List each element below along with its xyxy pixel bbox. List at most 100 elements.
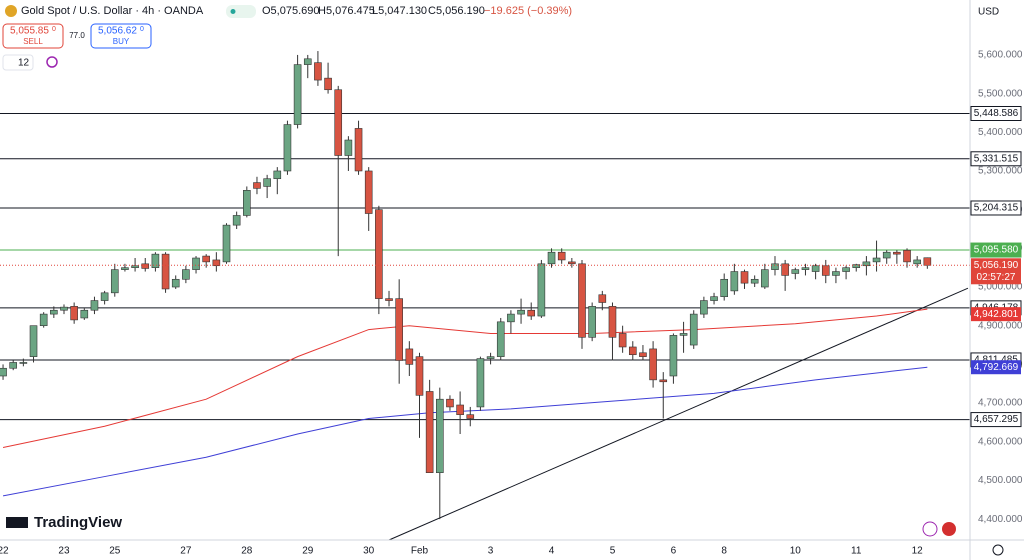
candle-body (750, 278, 759, 284)
plot (0, 51, 970, 541)
candle-body (669, 335, 678, 377)
last-price-label: 5,056.190 (974, 260, 1019, 271)
candle-body (446, 398, 454, 408)
candle-body (618, 333, 627, 348)
sell-button[interactable] (2, 23, 64, 49)
candle-body (720, 278, 728, 297)
y-tick-label: 4,700.000 (978, 398, 1023, 409)
x-tick-label: 12 (912, 546, 924, 557)
candle-body (811, 265, 820, 272)
ohlc-low: L5,047.130 (372, 5, 427, 17)
candle-body (141, 263, 150, 269)
candle-body (791, 269, 800, 274)
candle-body (29, 325, 38, 357)
y-tick-label: 5,500.000 (978, 88, 1023, 99)
candle-body (882, 251, 891, 259)
x-tick-label: 8 (721, 546, 727, 557)
candle-body (70, 306, 78, 321)
candle-body (9, 362, 18, 369)
candle-body (923, 257, 932, 266)
y-tick-label: 4,600.000 (978, 436, 1023, 447)
candle-body (110, 269, 119, 294)
level-label: 5,331.515 (974, 153, 1019, 164)
x-tick-label: 4 (549, 546, 555, 557)
candle-body (273, 170, 282, 180)
sync-icon[interactable] (46, 56, 58, 68)
candle-body (893, 251, 901, 255)
candle-body (557, 251, 566, 261)
settings-icon[interactable] (992, 544, 1004, 556)
x-tick-label: 27 (180, 546, 192, 557)
candle-body (547, 251, 556, 265)
candle-body (405, 348, 414, 365)
candle-body (303, 58, 312, 65)
candle-body (710, 296, 718, 301)
candle-body (161, 253, 170, 290)
ohlc-open: O5,075.690 (262, 5, 320, 17)
candle-body (293, 64, 302, 125)
candle-body (852, 264, 861, 268)
candle-body (364, 170, 373, 214)
candle-body (385, 298, 393, 301)
candle-body (131, 265, 139, 268)
last-price-box (971, 258, 1021, 285)
candle-body (100, 292, 109, 301)
ma-label-box (971, 307, 1021, 322)
y-tick-label: 4,500.000 (978, 475, 1023, 486)
level-label: 5,204.315 (974, 203, 1019, 214)
sell-label: SELL (23, 37, 43, 46)
candle-body (761, 269, 769, 288)
event-icon[interactable] (922, 521, 938, 537)
buy-label: BUY (113, 37, 130, 46)
flag-icon[interactable] (942, 522, 956, 536)
x-tick-label: 5 (610, 546, 616, 557)
level-label-box (970, 105, 1022, 121)
candle-body (263, 178, 271, 187)
countdown: 02:57:27 (977, 272, 1016, 283)
candle-body (689, 313, 698, 346)
candle-body (253, 182, 261, 189)
candle-body (700, 300, 708, 315)
ma-label-box (971, 360, 1021, 375)
candle-body (903, 249, 911, 263)
candle-body (842, 267, 850, 272)
candle-body (781, 263, 789, 276)
buy-price: 5,056.62 (98, 26, 137, 37)
level-label: 5,448.586 (974, 108, 1019, 119)
interval-box[interactable] (2, 54, 34, 71)
candle-body (740, 271, 749, 284)
candle-body (862, 261, 871, 267)
candle-body (192, 257, 200, 270)
moving-average (2, 308, 928, 449)
x-tick-label: Feb (411, 546, 429, 557)
candle-body (517, 309, 525, 315)
level-label: 4,657.295 (974, 414, 1019, 425)
candle-body (232, 215, 241, 226)
candle-body (476, 358, 485, 408)
candle-body (588, 306, 596, 338)
candle-body (730, 271, 739, 292)
candle-body (354, 128, 363, 172)
candle-body (222, 224, 231, 263)
spread: 77.0 (69, 31, 85, 40)
candle-body (527, 309, 536, 317)
trendline (388, 287, 969, 541)
x-tick-label: 10 (790, 546, 802, 557)
candle-body (679, 333, 688, 336)
candle-body (243, 190, 251, 216)
buy-button[interactable] (90, 23, 152, 49)
candle-body (639, 352, 647, 357)
y-tick-label: 5,300.000 (978, 166, 1023, 177)
candle-body (821, 265, 830, 276)
brand: TradingView (34, 514, 122, 531)
x-tick-label: 22 (0, 546, 9, 557)
level-label-box (970, 412, 1022, 428)
y-tick-label: 5,600.000 (978, 50, 1023, 61)
candle-body (324, 77, 332, 91)
x-tick-label: 30 (363, 546, 375, 557)
candle-body (314, 62, 322, 81)
candle-body (50, 309, 58, 315)
ma-label: 4,942.801 (974, 309, 1019, 320)
candle-body (507, 313, 515, 323)
